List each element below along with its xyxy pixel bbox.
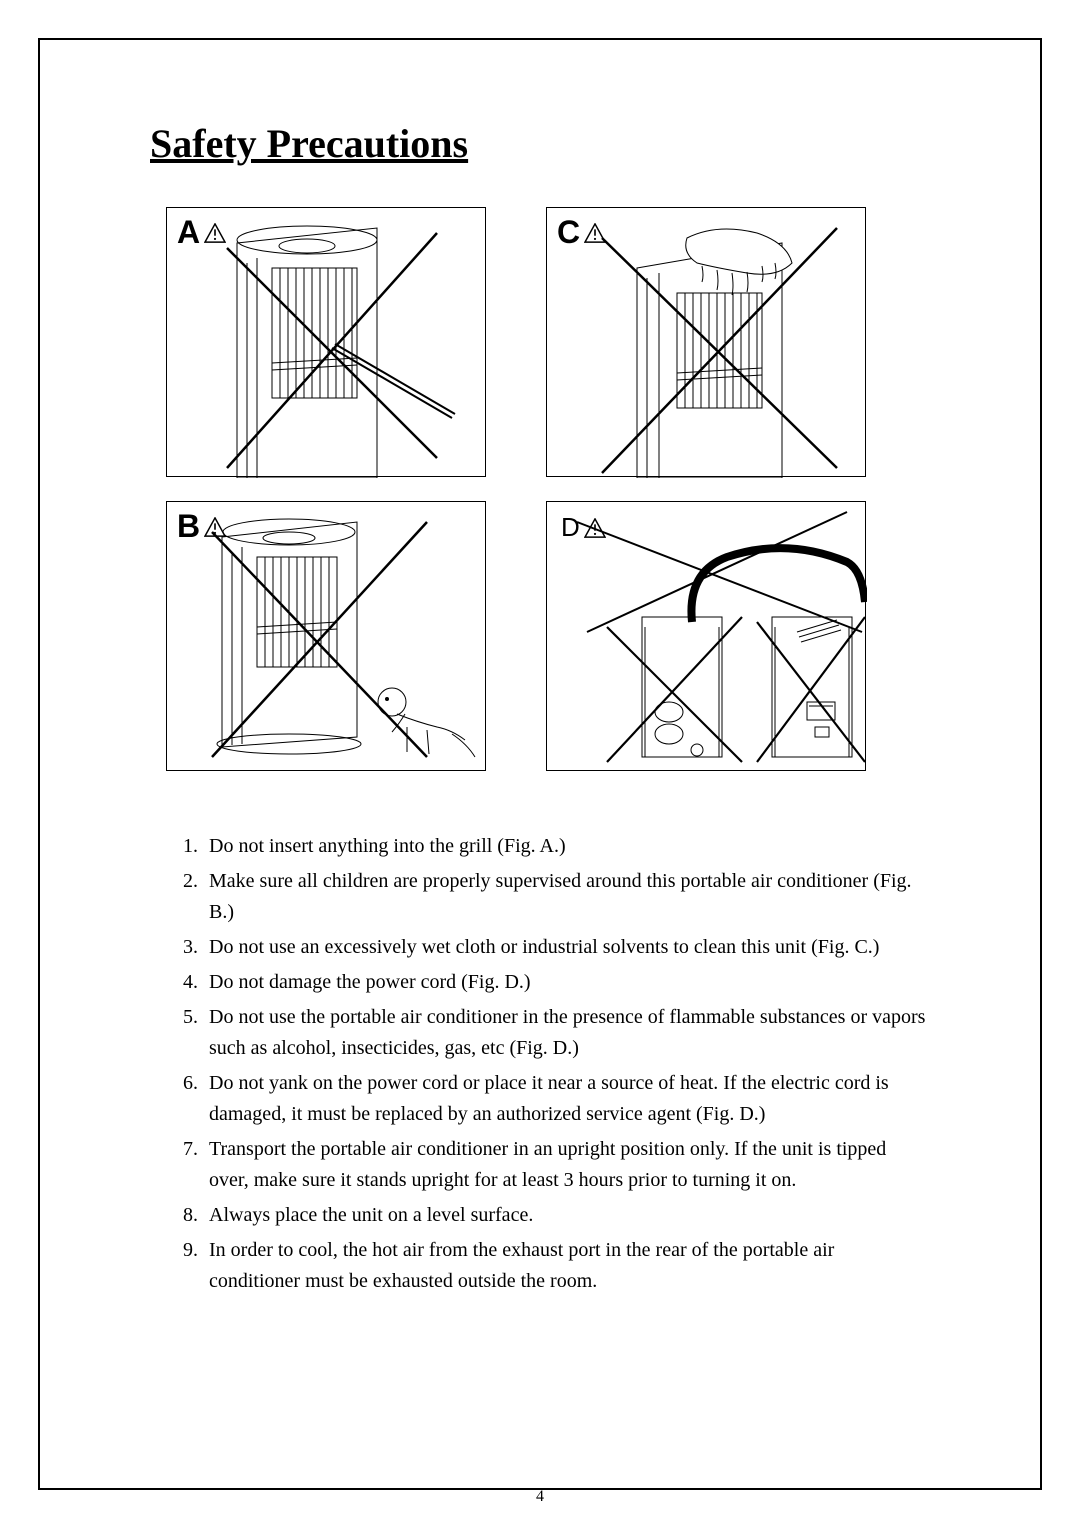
list-item: Do not damage the power cord (Fig. D.) — [203, 967, 930, 998]
list-item: Do not insert anything into the grill (F… — [203, 831, 930, 862]
list-item: In order to cool, the hot air from the e… — [203, 1235, 930, 1297]
figure-b: B — [166, 501, 486, 771]
page-title: Safety Precautions — [150, 120, 930, 167]
document-page: Safety Precautions A — [0, 0, 1080, 1528]
figure-a-illustration — [167, 208, 487, 478]
list-item: Transport the portable air conditioner i… — [203, 1134, 930, 1196]
list-item: Do not use the portable air conditioner … — [203, 1002, 930, 1064]
figure-grid: A — [166, 207, 930, 771]
figure-d: D — [546, 501, 866, 771]
precautions-list: Do not insert anything into the grill (F… — [150, 831, 930, 1297]
content-area: Safety Precautions A — [150, 120, 930, 1301]
figure-d-illustration — [547, 502, 867, 772]
figure-a: A — [166, 207, 486, 477]
figure-c: C — [546, 207, 866, 477]
page-number: 4 — [0, 1488, 1080, 1506]
list-item: Do not use an excessively wet cloth or i… — [203, 932, 930, 963]
figure-b-illustration — [167, 502, 487, 772]
list-item: Make sure all children are properly supe… — [203, 866, 930, 928]
figure-c-illustration — [547, 208, 867, 478]
list-item: Always place the unit on a level surface… — [203, 1200, 930, 1231]
list-item: Do not yank on the power cord or place i… — [203, 1068, 930, 1130]
